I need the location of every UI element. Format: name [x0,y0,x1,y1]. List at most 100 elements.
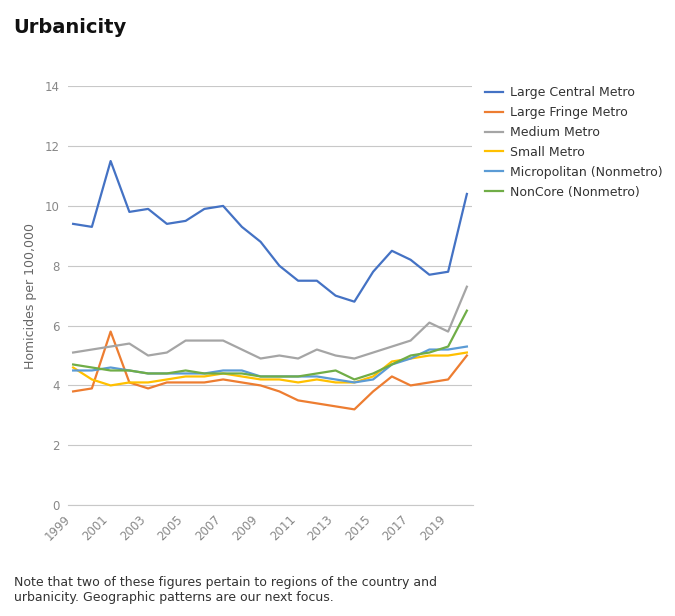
Small Metro [69,364,77,371]
Large Central Metro [294,277,302,285]
Large Fringe Metro [313,400,321,407]
Large Central Metro [313,277,321,285]
Line: Large Fringe Metro: Large Fringe Metro [73,331,467,410]
NonCore (Nonmetro) [388,361,396,368]
NonCore (Nonmetro) [182,367,190,374]
Medium Metro [331,352,340,359]
Small Metro [444,352,452,359]
NonCore (Nonmetro) [406,352,414,359]
Micropolitan (Nonmetro) [69,367,77,374]
Medium Metro [313,346,321,353]
Large Central Metro [238,223,246,230]
Y-axis label: Homicides per 100,000: Homicides per 100,000 [24,222,36,369]
Large Fringe Metro [463,352,471,359]
Small Metro [369,373,377,380]
Legend: Large Central Metro, Large Fringe Metro, Medium Metro, Small Metro, Micropolitan: Large Central Metro, Large Fringe Metro,… [485,86,662,198]
NonCore (Nonmetro) [369,370,377,377]
Text: Note that two of these figures pertain to regions of the country and
urbanicity.: Note that two of these figures pertain t… [14,576,437,604]
Large Fringe Metro [163,379,171,386]
Medium Metro [256,355,265,362]
Large Central Metro [331,292,340,299]
Micropolitan (Nonmetro) [144,370,152,377]
Micropolitan (Nonmetro) [313,373,321,380]
NonCore (Nonmetro) [350,376,358,383]
Medium Metro [406,337,414,344]
Small Metro [406,355,414,362]
Large Central Metro [388,247,396,254]
Medium Metro [294,355,302,362]
NonCore (Nonmetro) [444,343,452,351]
Large Fringe Metro [425,379,433,386]
Large Fringe Metro [144,385,152,392]
NonCore (Nonmetro) [88,364,96,371]
Small Metro [219,370,227,377]
Small Metro [331,379,340,386]
Medium Metro [126,340,134,347]
Large Fringe Metro [388,373,396,380]
Small Metro [256,376,265,383]
Medium Metro [144,352,152,359]
Large Fringe Metro [294,397,302,404]
Small Metro [144,379,152,386]
Micropolitan (Nonmetro) [256,373,265,380]
Large Central Metro [126,208,134,216]
Large Central Metro [182,217,190,225]
NonCore (Nonmetro) [126,367,134,374]
Micropolitan (Nonmetro) [294,373,302,380]
NonCore (Nonmetro) [219,370,227,377]
Large Fringe Metro [275,387,284,395]
Micropolitan (Nonmetro) [463,343,471,351]
NonCore (Nonmetro) [313,370,321,377]
Large Central Metro [406,256,414,264]
Large Fringe Metro [69,387,77,395]
Large Fringe Metro [182,379,190,386]
Medium Metro [69,349,77,356]
Large Fringe Metro [126,379,134,386]
Large Central Metro [444,268,452,275]
Micropolitan (Nonmetro) [107,364,115,371]
Micropolitan (Nonmetro) [163,370,171,377]
Micropolitan (Nonmetro) [388,361,396,368]
Large Fringe Metro [331,403,340,410]
Medium Metro [369,349,377,356]
Line: Small Metro: Small Metro [73,352,467,386]
NonCore (Nonmetro) [163,370,171,377]
Large Central Metro [350,298,358,306]
Large Fringe Metro [88,385,96,392]
Medium Metro [238,346,246,353]
Large Central Metro [144,205,152,213]
Small Metro [313,376,321,383]
Micropolitan (Nonmetro) [444,346,452,353]
NonCore (Nonmetro) [107,367,115,374]
Large Fringe Metro [200,379,209,386]
Large Central Metro [463,190,471,198]
Line: NonCore (Nonmetro): NonCore (Nonmetro) [73,310,467,379]
Micropolitan (Nonmetro) [350,379,358,386]
Large Fringe Metro [350,406,358,413]
Large Central Metro [256,238,265,246]
Large Central Metro [88,223,96,230]
Medium Metro [350,355,358,362]
Large Central Metro [425,271,433,278]
Line: Large Central Metro: Large Central Metro [73,161,467,302]
Small Metro [200,373,209,380]
Large Fringe Metro [219,376,227,383]
Medium Metro [182,337,190,344]
Small Metro [350,379,358,386]
Line: Medium Metro: Medium Metro [73,286,467,359]
Micropolitan (Nonmetro) [275,373,284,380]
Small Metro [88,376,96,383]
NonCore (Nonmetro) [238,370,246,377]
Micropolitan (Nonmetro) [219,367,227,374]
NonCore (Nonmetro) [256,373,265,380]
Large Central Metro [219,202,227,209]
Small Metro [126,379,134,386]
Medium Metro [200,337,209,344]
Large Fringe Metro [369,387,377,395]
Large Fringe Metro [444,376,452,383]
NonCore (Nonmetro) [144,370,152,377]
Medium Metro [219,337,227,344]
Micropolitan (Nonmetro) [182,370,190,377]
Small Metro [238,373,246,380]
NonCore (Nonmetro) [69,361,77,368]
